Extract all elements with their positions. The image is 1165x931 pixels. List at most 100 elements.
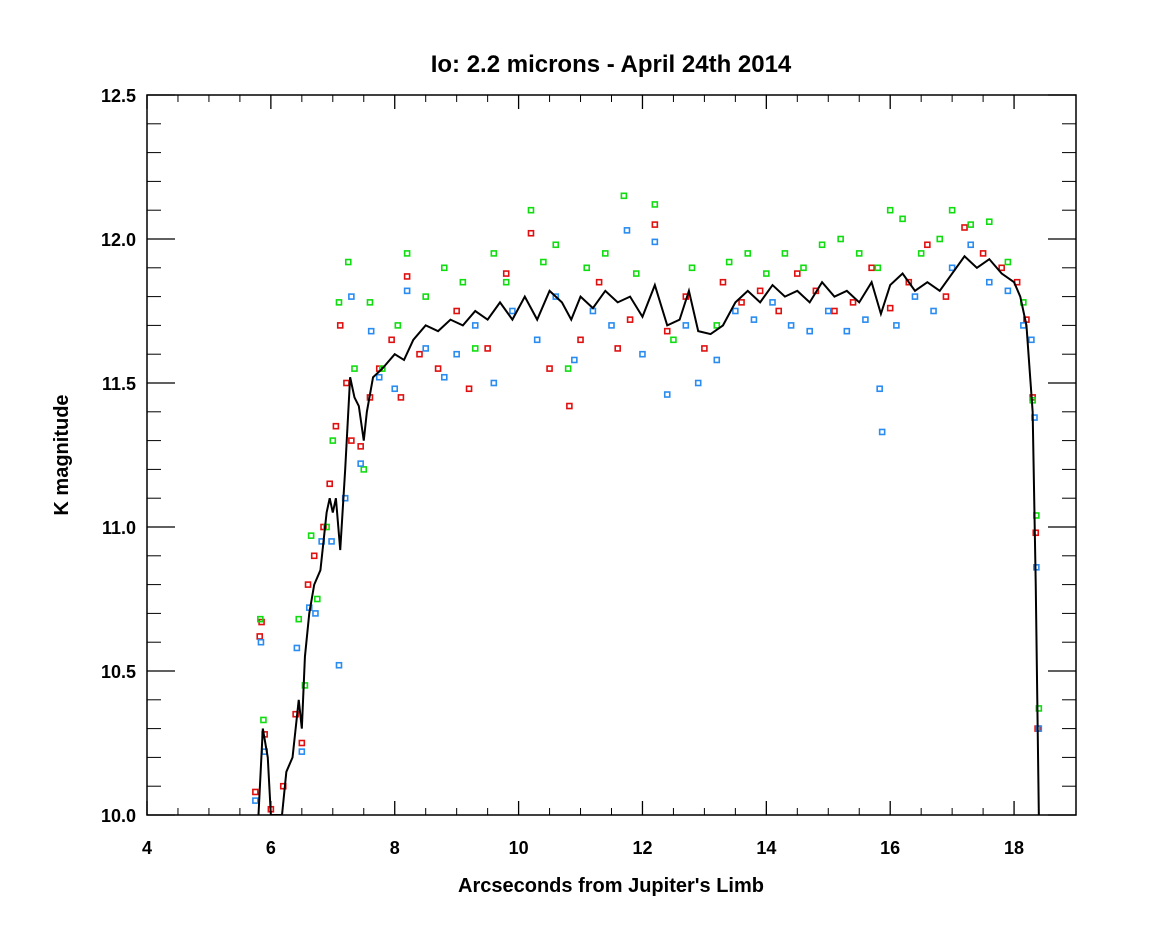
scatter-point xyxy=(252,797,259,804)
scatter-point xyxy=(682,322,690,329)
scatter-point xyxy=(608,322,615,329)
scatter-point xyxy=(304,581,312,588)
scatter-point xyxy=(375,373,383,381)
scatter-point xyxy=(750,316,758,323)
scatter-point xyxy=(394,322,402,329)
scatter-point xyxy=(471,345,479,352)
scatter-point xyxy=(876,385,883,393)
scatter-point xyxy=(571,356,578,364)
scatter-point xyxy=(484,345,491,352)
scatter-point xyxy=(967,221,975,228)
scatter-point xyxy=(998,264,1005,272)
scatter-point xyxy=(911,293,919,300)
scatter-point xyxy=(886,206,894,214)
x-axis-label: Arcseconds from Jupiter's Limb xyxy=(458,875,764,897)
scatter-point xyxy=(818,241,826,249)
scatter-point xyxy=(260,716,267,724)
scatter-point xyxy=(738,299,745,306)
scatter-point xyxy=(310,552,318,560)
scatter-point xyxy=(905,278,913,286)
scatter-point xyxy=(257,615,264,623)
scatter-point xyxy=(694,379,702,387)
scatter-point xyxy=(509,307,516,315)
scatter-point xyxy=(298,739,306,747)
scatter-point xyxy=(583,264,591,272)
scatter-point xyxy=(301,682,309,689)
scatter-point xyxy=(379,365,386,372)
scatter-point xyxy=(256,633,264,640)
scatter-point xyxy=(335,661,343,669)
y-tick-label: 11.0 xyxy=(102,518,136,538)
scatter-point xyxy=(924,241,931,249)
scatter-point xyxy=(899,215,906,223)
chart-title: Io: 2.2 microns - April 24th 2014 xyxy=(431,51,792,78)
scatter-point xyxy=(626,316,634,323)
scatter-point xyxy=(1035,705,1043,712)
scatter-point xyxy=(800,264,807,272)
scatter-point xyxy=(566,402,573,410)
scatter-point xyxy=(527,229,535,237)
scatter-point xyxy=(336,322,344,329)
scatter-point xyxy=(979,250,987,257)
scatter-point xyxy=(595,278,603,286)
scatter-point xyxy=(314,595,321,603)
scatter-point xyxy=(831,307,838,315)
scatter-point xyxy=(651,238,659,246)
scatter-point xyxy=(366,299,374,306)
scatter-point xyxy=(868,264,875,272)
scatter-point xyxy=(252,788,259,796)
scatter-point xyxy=(849,299,857,306)
scatter-point xyxy=(490,379,498,387)
scatter-point xyxy=(422,345,430,352)
x-tick-label: 10 xyxy=(509,838,529,858)
scatter-point xyxy=(440,373,448,381)
scatter-point xyxy=(985,278,993,286)
x-tick-label: 12 xyxy=(632,838,652,858)
y-axis-label: K magnitude xyxy=(51,394,73,515)
scatter-point xyxy=(893,322,900,329)
scatter-point xyxy=(367,327,375,335)
scatter-point xyxy=(357,460,364,467)
scatter-point xyxy=(344,258,352,266)
scatter-point xyxy=(1004,287,1012,295)
y-tick-label: 10.5 xyxy=(101,662,136,682)
scatter-point xyxy=(422,293,430,300)
scatter-point xyxy=(527,206,535,214)
scatter-point xyxy=(855,250,863,257)
scatter-point xyxy=(1028,336,1035,344)
x-tick-label: 4 xyxy=(142,838,152,858)
scatter-point xyxy=(1035,725,1043,732)
scatter-point xyxy=(719,278,727,286)
scatter-point xyxy=(862,316,869,323)
scatter-point xyxy=(502,278,510,286)
scatter-point xyxy=(843,327,851,335)
scatter-point xyxy=(490,250,498,257)
scatter-point xyxy=(942,293,950,300)
scatter-point xyxy=(756,287,764,295)
scatter-point xyxy=(293,644,301,652)
scatter-point xyxy=(793,270,801,277)
scatter-point xyxy=(577,336,584,344)
y-tick-label: 12.5 xyxy=(101,86,136,106)
scatter-point xyxy=(552,293,560,300)
scatter-point xyxy=(775,307,783,315)
scatter-point xyxy=(453,350,460,358)
scatter-point xyxy=(725,258,733,266)
scatter-point xyxy=(357,443,364,450)
plot-area xyxy=(252,192,1043,815)
scatter-point xyxy=(298,748,306,755)
x-tick-label: 6 xyxy=(266,838,276,858)
scatter-point xyxy=(540,258,547,266)
line xyxy=(257,254,1040,815)
scatter-point xyxy=(502,270,510,277)
scatter-point xyxy=(440,264,448,272)
x-tick-label: 16 xyxy=(880,838,900,858)
scatter-point xyxy=(787,322,795,329)
scatter-point xyxy=(781,250,789,257)
scatter-point xyxy=(403,273,411,280)
scatter-point xyxy=(326,480,334,488)
scatter-point xyxy=(343,379,350,387)
scatter-point xyxy=(713,356,721,364)
scatter-point xyxy=(948,206,956,214)
scatter-point xyxy=(397,394,405,401)
